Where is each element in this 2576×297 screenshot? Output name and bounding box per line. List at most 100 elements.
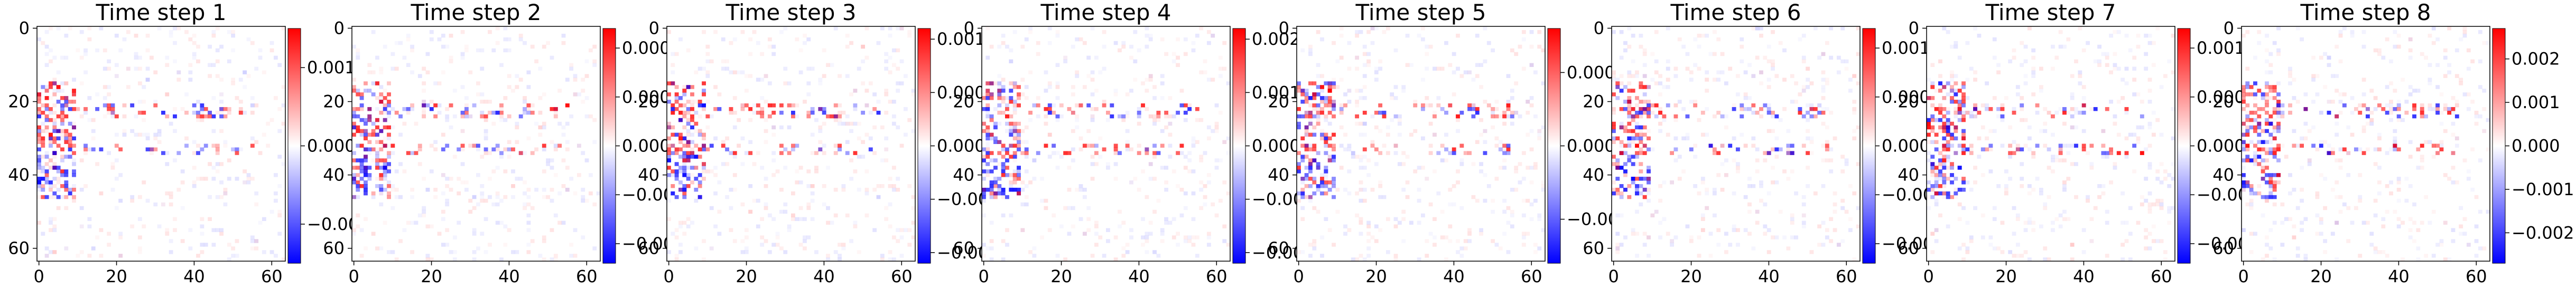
heatmap-cell — [1537, 30, 1542, 34]
heatmap-cell — [2276, 114, 2281, 119]
heatmap-cell — [49, 132, 53, 137]
heatmap-cell — [1343, 187, 1347, 192]
heatmap-cell — [44, 107, 49, 111]
heatmap-cell — [2268, 140, 2273, 144]
heatmap-cell — [223, 114, 228, 119]
heatmap-cell — [1059, 114, 1064, 119]
heatmap-cell — [91, 147, 96, 151]
heatmap-cell — [1927, 125, 1931, 130]
heatmap-cell — [37, 177, 41, 181]
heatmap-cell — [705, 70, 710, 74]
heatmap-cell — [2319, 173, 2323, 177]
heatmap-cell — [1942, 85, 1947, 89]
heatmap-cell — [219, 100, 224, 104]
heatmap-cell — [1950, 89, 1954, 93]
heatmap-cell — [1767, 78, 1771, 81]
heatmap-cell — [56, 166, 61, 170]
heatmap-cell — [2451, 121, 2456, 126]
heatmap-cell — [1125, 243, 1130, 247]
heatmap-cell — [2058, 151, 2063, 155]
heatmap-cell — [1052, 110, 1056, 115]
heatmap-cell — [452, 257, 457, 262]
heatmap-cell — [1075, 188, 1079, 191]
heatmap-cell — [989, 180, 994, 185]
heatmap-cell — [725, 195, 729, 199]
heatmap-cell — [686, 184, 691, 188]
heatmap-cell — [1934, 147, 1939, 151]
heatmap-cell — [2101, 155, 2106, 159]
heatmap-cell — [526, 195, 531, 199]
heatmap-cell — [1798, 107, 1802, 111]
heatmap-cell — [1055, 254, 1060, 258]
heatmap-cell — [1047, 107, 1052, 111]
heatmap-cell — [1421, 103, 1425, 108]
heatmap-cell — [1347, 89, 1352, 93]
heatmap-cell — [1506, 250, 1511, 254]
heatmap-cell — [1809, 103, 1814, 108]
heatmap-cell — [2369, 118, 2374, 122]
heatmap-cell — [1806, 66, 1810, 71]
heatmap-cell — [2350, 221, 2355, 225]
heatmap-cell — [1199, 158, 1204, 162]
heatmap-cell — [997, 121, 1002, 126]
heatmap-cell — [1300, 158, 1305, 162]
heatmap-cell — [1973, 103, 1977, 108]
heatmap-cell — [433, 195, 438, 199]
heatmap-cell — [266, 143, 271, 148]
heatmap-cell — [1456, 114, 1460, 119]
y-tick-label: 0 — [1594, 18, 1604, 38]
heatmap-cell — [153, 100, 158, 104]
heatmap-cell — [1708, 143, 1713, 148]
heatmap-cell — [52, 136, 57, 141]
heatmap-cell — [997, 74, 1001, 78]
heatmap-cell — [1829, 26, 1834, 31]
heatmap-cell — [1164, 110, 1168, 115]
heatmap-cell — [864, 132, 869, 137]
heatmap-cell — [1214, 166, 1219, 170]
heatmap-cell — [748, 107, 753, 111]
heatmap-cell — [997, 184, 1002, 188]
heatmap-cell — [476, 246, 480, 251]
heatmap-cell — [1938, 74, 1942, 78]
heatmap-cell — [64, 195, 69, 199]
heatmap-cell — [472, 206, 477, 210]
heatmap-cell — [1059, 224, 1064, 228]
heatmap-cell — [1374, 70, 1379, 74]
heatmap-cell — [2093, 206, 2098, 210]
heatmap-cell — [1934, 89, 1939, 93]
heatmap-cell — [1017, 166, 1021, 170]
heatmap-cell — [1635, 96, 1639, 100]
heatmap-cell — [2389, 147, 2393, 151]
heatmap-cell — [1463, 239, 1468, 243]
heatmap-cell — [118, 48, 123, 53]
heatmap-cell — [460, 162, 465, 166]
heatmap-cell — [1475, 107, 1480, 111]
heatmap-cell — [383, 158, 387, 162]
heatmap-cell — [2000, 107, 2005, 111]
heatmap-cell — [678, 140, 683, 144]
heatmap-cell — [2132, 143, 2137, 148]
heatmap-cell — [818, 107, 823, 111]
heatmap-cell — [1308, 110, 1313, 115]
heatmap-cell — [2431, 41, 2436, 45]
heatmap-cell — [1697, 33, 1701, 38]
heatmap-cell — [472, 250, 477, 254]
heatmap-cell — [1635, 151, 1639, 155]
heatmap-cell — [798, 180, 803, 185]
heatmap-cell — [76, 254, 80, 257]
heatmap-cell — [417, 143, 422, 148]
heatmap-cell — [1619, 81, 1624, 85]
heatmap-cell — [1666, 26, 1670, 31]
heatmap-cell — [1619, 191, 1624, 196]
heatmap-cell — [1673, 103, 1678, 108]
heatmap-cell — [379, 202, 384, 207]
heatmap-cell — [542, 121, 546, 126]
heatmap-cell — [1806, 136, 1810, 141]
heatmap-cell — [2070, 74, 2075, 78]
heatmap-cell — [1612, 191, 1616, 196]
heatmap-cell — [2124, 155, 2129, 159]
heatmap-cell — [1755, 55, 1760, 60]
heatmap-cell — [200, 107, 204, 111]
heatmap-cell — [806, 66, 811, 71]
heatmap-cell — [526, 250, 531, 254]
